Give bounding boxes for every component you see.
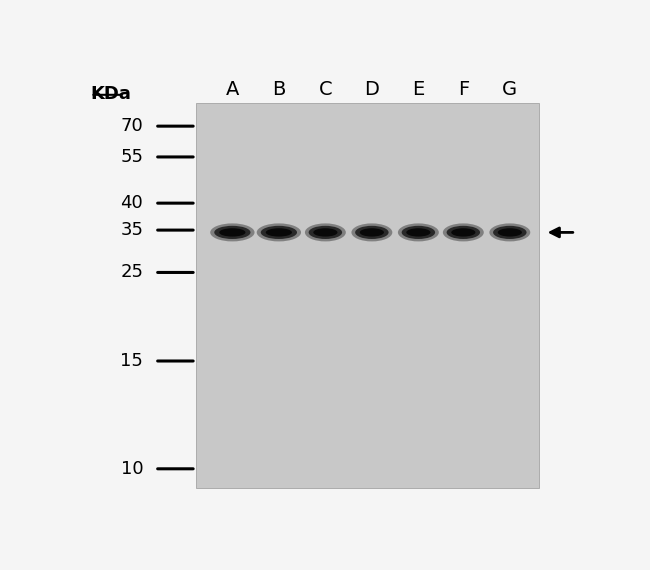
Ellipse shape [305, 223, 346, 242]
Text: 70: 70 [120, 117, 143, 135]
Text: D: D [365, 80, 380, 99]
Ellipse shape [360, 228, 384, 237]
Ellipse shape [443, 223, 484, 242]
Ellipse shape [447, 226, 480, 239]
Ellipse shape [257, 223, 301, 242]
Text: E: E [412, 80, 424, 99]
Ellipse shape [219, 228, 246, 237]
Ellipse shape [451, 228, 475, 237]
Text: 55: 55 [120, 148, 143, 166]
Text: 25: 25 [120, 263, 143, 282]
Text: B: B [272, 80, 285, 99]
Ellipse shape [261, 226, 297, 239]
FancyBboxPatch shape [196, 103, 538, 488]
Ellipse shape [352, 223, 393, 242]
Ellipse shape [402, 226, 435, 239]
Ellipse shape [498, 228, 522, 237]
Text: F: F [458, 80, 469, 99]
Text: 35: 35 [120, 221, 143, 239]
Text: 40: 40 [120, 194, 143, 212]
Ellipse shape [309, 226, 342, 239]
Ellipse shape [355, 226, 389, 239]
Text: KDa: KDa [90, 86, 131, 103]
Ellipse shape [489, 223, 530, 242]
Ellipse shape [406, 228, 430, 237]
Text: C: C [318, 80, 332, 99]
Text: 15: 15 [120, 352, 143, 370]
Ellipse shape [266, 228, 292, 237]
Ellipse shape [214, 226, 250, 239]
Ellipse shape [493, 226, 526, 239]
Text: 10: 10 [121, 460, 143, 478]
Ellipse shape [398, 223, 439, 242]
Ellipse shape [210, 223, 255, 242]
Text: A: A [226, 80, 239, 99]
Text: G: G [502, 80, 517, 99]
Ellipse shape [313, 228, 337, 237]
